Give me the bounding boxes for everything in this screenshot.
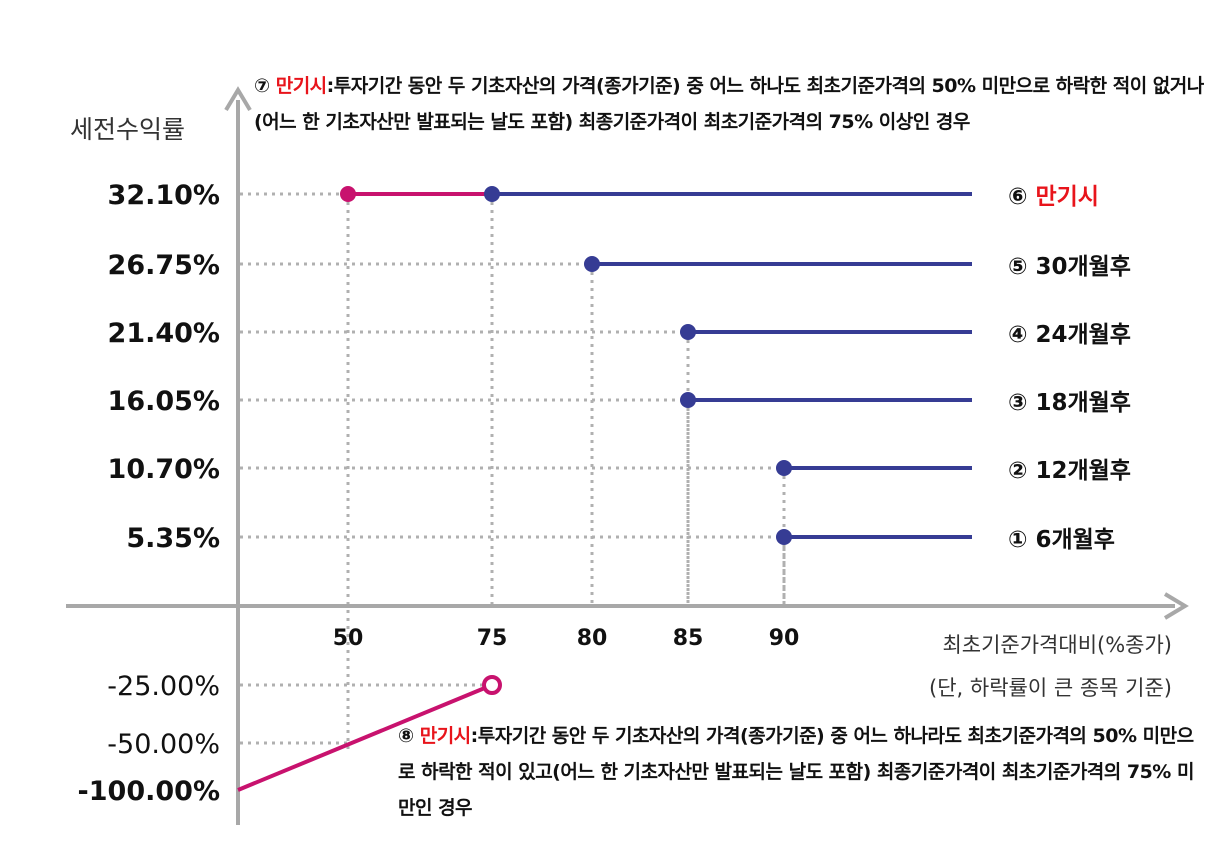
legend-num: ② (1008, 458, 1035, 484)
legend-label: 30개월후 (1035, 254, 1131, 280)
y-tick-label: -25.00% (107, 671, 220, 702)
annotation-7-num: ⑦ (254, 75, 270, 97)
y-tick-label: 16.05% (108, 386, 220, 417)
legend-num: ⑥ (1008, 184, 1035, 210)
y-axis-arrow-icon (224, 86, 252, 112)
series-point (484, 186, 500, 202)
y-tick-label: 21.40% (108, 318, 220, 349)
x-tick-label: 90 (769, 626, 800, 651)
annotation-8: ⑧ 만기시:투자기간 동안 두 기초자산의 가격(종가기준) 중 어느 하나라도… (398, 718, 1198, 826)
y-tick-label: 10.70% (108, 454, 220, 485)
series-point (776, 460, 792, 476)
y-axis-label: 세전수익률 (70, 115, 185, 144)
legend-num: ⑤ (1008, 254, 1035, 280)
legend-num: ④ (1008, 322, 1035, 348)
annotation-8-head: 만기시 (419, 725, 471, 747)
annotation-7-text: :투자기간 동안 두 기초자산의 가격(종가기준) 중 어느 하나도 최초기준가… (254, 75, 1204, 133)
x-tick-label: 80 (577, 626, 608, 651)
series-point (680, 324, 696, 340)
loss-line (237, 683, 493, 792)
x-axis-arrow-icon (1163, 592, 1189, 620)
legend-entry: ④ 24개월후 (1008, 322, 1131, 348)
legend-entry: ⑤ 30개월후 (1008, 254, 1131, 280)
annotation-8-num: ⑧ (398, 725, 414, 747)
y-tick-label: 26.75% (108, 250, 220, 281)
y-tick-label: -100.00% (78, 776, 220, 807)
legend-entry: ② 12개월후 (1008, 458, 1131, 484)
legend-num: ① (1008, 527, 1035, 553)
x-tick-label: 50 (333, 626, 364, 651)
x-tick-label: 75 (477, 626, 508, 651)
series-point (584, 256, 600, 272)
y-tick-label: -50.00% (107, 729, 220, 760)
annotation-7-head: 만기시 (275, 75, 327, 97)
x-axis-note: (단, 하락률이 큰 종목 기준) (929, 676, 1172, 700)
x-tick-label: 85 (673, 626, 704, 651)
series-point (776, 529, 792, 545)
annotation-7: ⑦ 만기시:투자기간 동안 두 기초자산의 가격(종가기준) 중 어느 하나도 … (254, 68, 1204, 140)
y-tick-label: 5.35% (126, 523, 220, 554)
series-point (680, 392, 696, 408)
knock-in-point (340, 186, 356, 202)
y-tick-label: 32.10% (108, 180, 220, 211)
legend-num: ③ (1008, 390, 1035, 416)
x-axis-label: 최초기준가격대비(%종가) (942, 633, 1172, 657)
legend-label: 12개월후 (1035, 458, 1131, 484)
legend-entry: ① 6개월후 (1008, 527, 1115, 553)
annotation-8-text: :투자기간 동안 두 기초자산의 가격(종가기준) 중 어느 하나라도 최초기준… (398, 725, 1194, 819)
legend-entry: ③ 18개월후 (1008, 390, 1131, 416)
legend-label: 24개월후 (1035, 322, 1131, 348)
legend-label: 18개월후 (1035, 390, 1131, 416)
legend-entry: ⑥ 만기시 (1008, 184, 1099, 210)
loss-open-point (482, 675, 502, 695)
legend-label: 만기시 (1035, 184, 1098, 210)
legend-label: 6개월후 (1035, 527, 1114, 553)
